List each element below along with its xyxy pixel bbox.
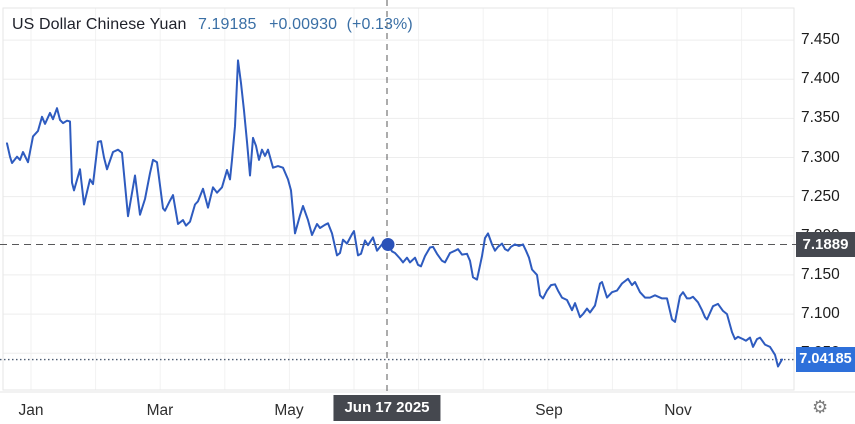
crosshair-dot xyxy=(381,237,395,251)
chart-title: US Dollar Chinese Yuan 7.19185 +0.00930 … xyxy=(12,16,413,34)
quote-price: 7.19185 xyxy=(198,16,257,33)
crosshair-value-badge: 7.1889 xyxy=(796,231,855,257)
y-tick-label: 7.100 xyxy=(801,305,840,323)
x-tick-label: May xyxy=(274,402,304,419)
x-tick-label: Mar xyxy=(146,402,174,419)
gear-icon[interactable]: ⚙ xyxy=(812,397,829,417)
crosshair-date-badge: Jun 17 2025 xyxy=(333,395,441,421)
quote-change-percent: (+0.13%) xyxy=(346,16,413,33)
x-tick-label: Nov xyxy=(664,402,692,419)
y-tick-label: 7.450 xyxy=(801,31,840,49)
y-tick-label: 7.150 xyxy=(801,265,840,283)
y-tick-label: 7.250 xyxy=(801,187,840,205)
plot-border xyxy=(2,7,795,391)
current-price-badge: 7.04185 xyxy=(796,347,855,373)
instrument-name: US Dollar Chinese Yuan xyxy=(12,16,187,33)
x-tick-label: Sep xyxy=(535,402,563,419)
price-line xyxy=(6,59,783,368)
quote-change: +0.00930 xyxy=(269,16,338,33)
y-tick-label: 7.400 xyxy=(801,70,840,88)
x-tick-label: Jan xyxy=(18,402,44,419)
y-tick-label: 7.300 xyxy=(801,148,840,166)
y-tick-label: 7.350 xyxy=(801,109,840,127)
